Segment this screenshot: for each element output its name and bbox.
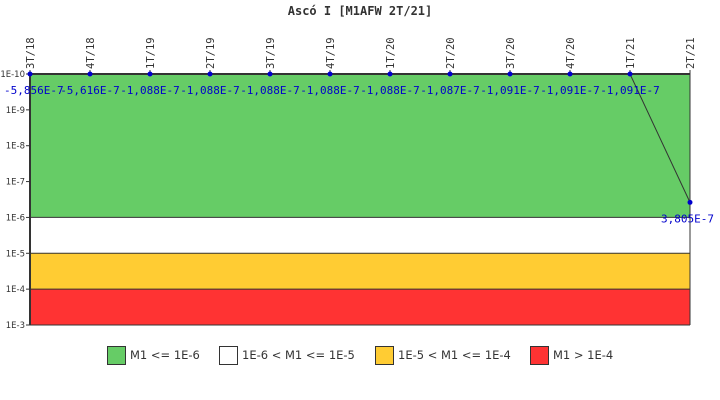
data-label: -5,856E-7: [4, 84, 64, 97]
y-tick-label: 1E-7: [6, 178, 25, 188]
x-tick-label: 1T/19: [145, 37, 157, 69]
legend-label: 1E-6 < M1 <= 1E-5: [242, 348, 355, 362]
y-tick-label: 1E-4: [6, 285, 25, 295]
x-tick-label: 3T/19: [265, 37, 277, 69]
x-tick-label: 2T/21: [685, 37, 697, 69]
legend-item: M1 > 1E-4: [530, 345, 613, 365]
x-tick-label: 4T/20: [565, 37, 577, 69]
data-label: -5,616E-7: [60, 84, 120, 97]
data-label: -1,091E-7: [600, 84, 660, 97]
data-point: [687, 199, 693, 205]
legend-item: 1E-5 < M1 <= 1E-4: [375, 345, 511, 365]
legend-item: M1 <= 1E-6: [107, 345, 200, 365]
x-tick-label: 4T/19: [325, 37, 337, 69]
legend-swatch: [530, 345, 549, 365]
legend-item: 1E-6 < M1 <= 1E-5: [219, 345, 355, 365]
data-point: [207, 71, 213, 77]
data-point: [447, 71, 453, 77]
legend-label: M1 <= 1E-6: [130, 348, 200, 362]
band-2: [30, 253, 690, 290]
data-point: [567, 71, 573, 77]
y-tick-label: 1E-3: [6, 321, 25, 331]
data-label: -1,088E-7: [360, 84, 420, 97]
band-0: [30, 74, 690, 218]
x-tick-label: 3T/18: [25, 37, 37, 69]
chart-title: Ascó I [M1AFW 2T/21]: [287, 4, 433, 18]
data-label: -1,087E-7: [420, 84, 480, 97]
x-tick-label: 3T/20: [505, 37, 517, 69]
data-point: [627, 71, 633, 77]
legend-swatch: [375, 345, 394, 365]
data-label: -1,091E-7: [540, 84, 600, 97]
data-point: [27, 71, 33, 77]
legend-swatch: [219, 345, 238, 365]
data-point: [507, 71, 513, 77]
legend-swatch: [107, 345, 126, 365]
legend-label: 1E-5 < M1 <= 1E-4: [398, 348, 511, 362]
data-label: -1,088E-7: [180, 84, 240, 97]
chart-plot: 1E-10 1E-9 1E-8 1E-7 1E-6 1E-5 1E-4 1E-3 3T/18 4T…: [0, 37, 714, 331]
y-tick-label: 1E-5: [6, 249, 25, 259]
x-tick-label: 2T/19: [205, 37, 217, 69]
x-tick-label: 4T/18: [85, 37, 97, 69]
legend-label: M1 > 1E-4: [553, 348, 614, 362]
data-label: -1,088E-7: [120, 84, 180, 97]
data-point: [267, 71, 273, 77]
legend: M1 <= 1E-6 1E-6 < M1 <= 1E-5 1E-5 < M1 <= …: [0, 345, 720, 367]
data-point: [147, 71, 153, 77]
data-label: -1,088E-7: [240, 84, 300, 97]
data-label: 3,805E-7: [661, 212, 714, 225]
y-tick-label: 1E-10: [0, 70, 25, 80]
band-1: [30, 217, 690, 254]
data-point: [87, 71, 93, 77]
band-3: [30, 289, 690, 325]
data-label: -1,088E-7: [300, 84, 360, 97]
y-tick-label: 1E-9: [6, 106, 25, 116]
x-tick-label: 2T/20: [445, 37, 457, 69]
y-tick-label: 1E-6: [6, 213, 25, 223]
x-tick-label: 1T/21: [625, 37, 637, 69]
data-label: -1,091E-7: [480, 84, 540, 97]
data-point: [327, 71, 333, 77]
x-tick-label: 1T/20: [385, 37, 397, 69]
series-line: [30, 73, 691, 203]
data-point: [387, 71, 393, 77]
y-tick-label: 1E-8: [6, 142, 25, 152]
